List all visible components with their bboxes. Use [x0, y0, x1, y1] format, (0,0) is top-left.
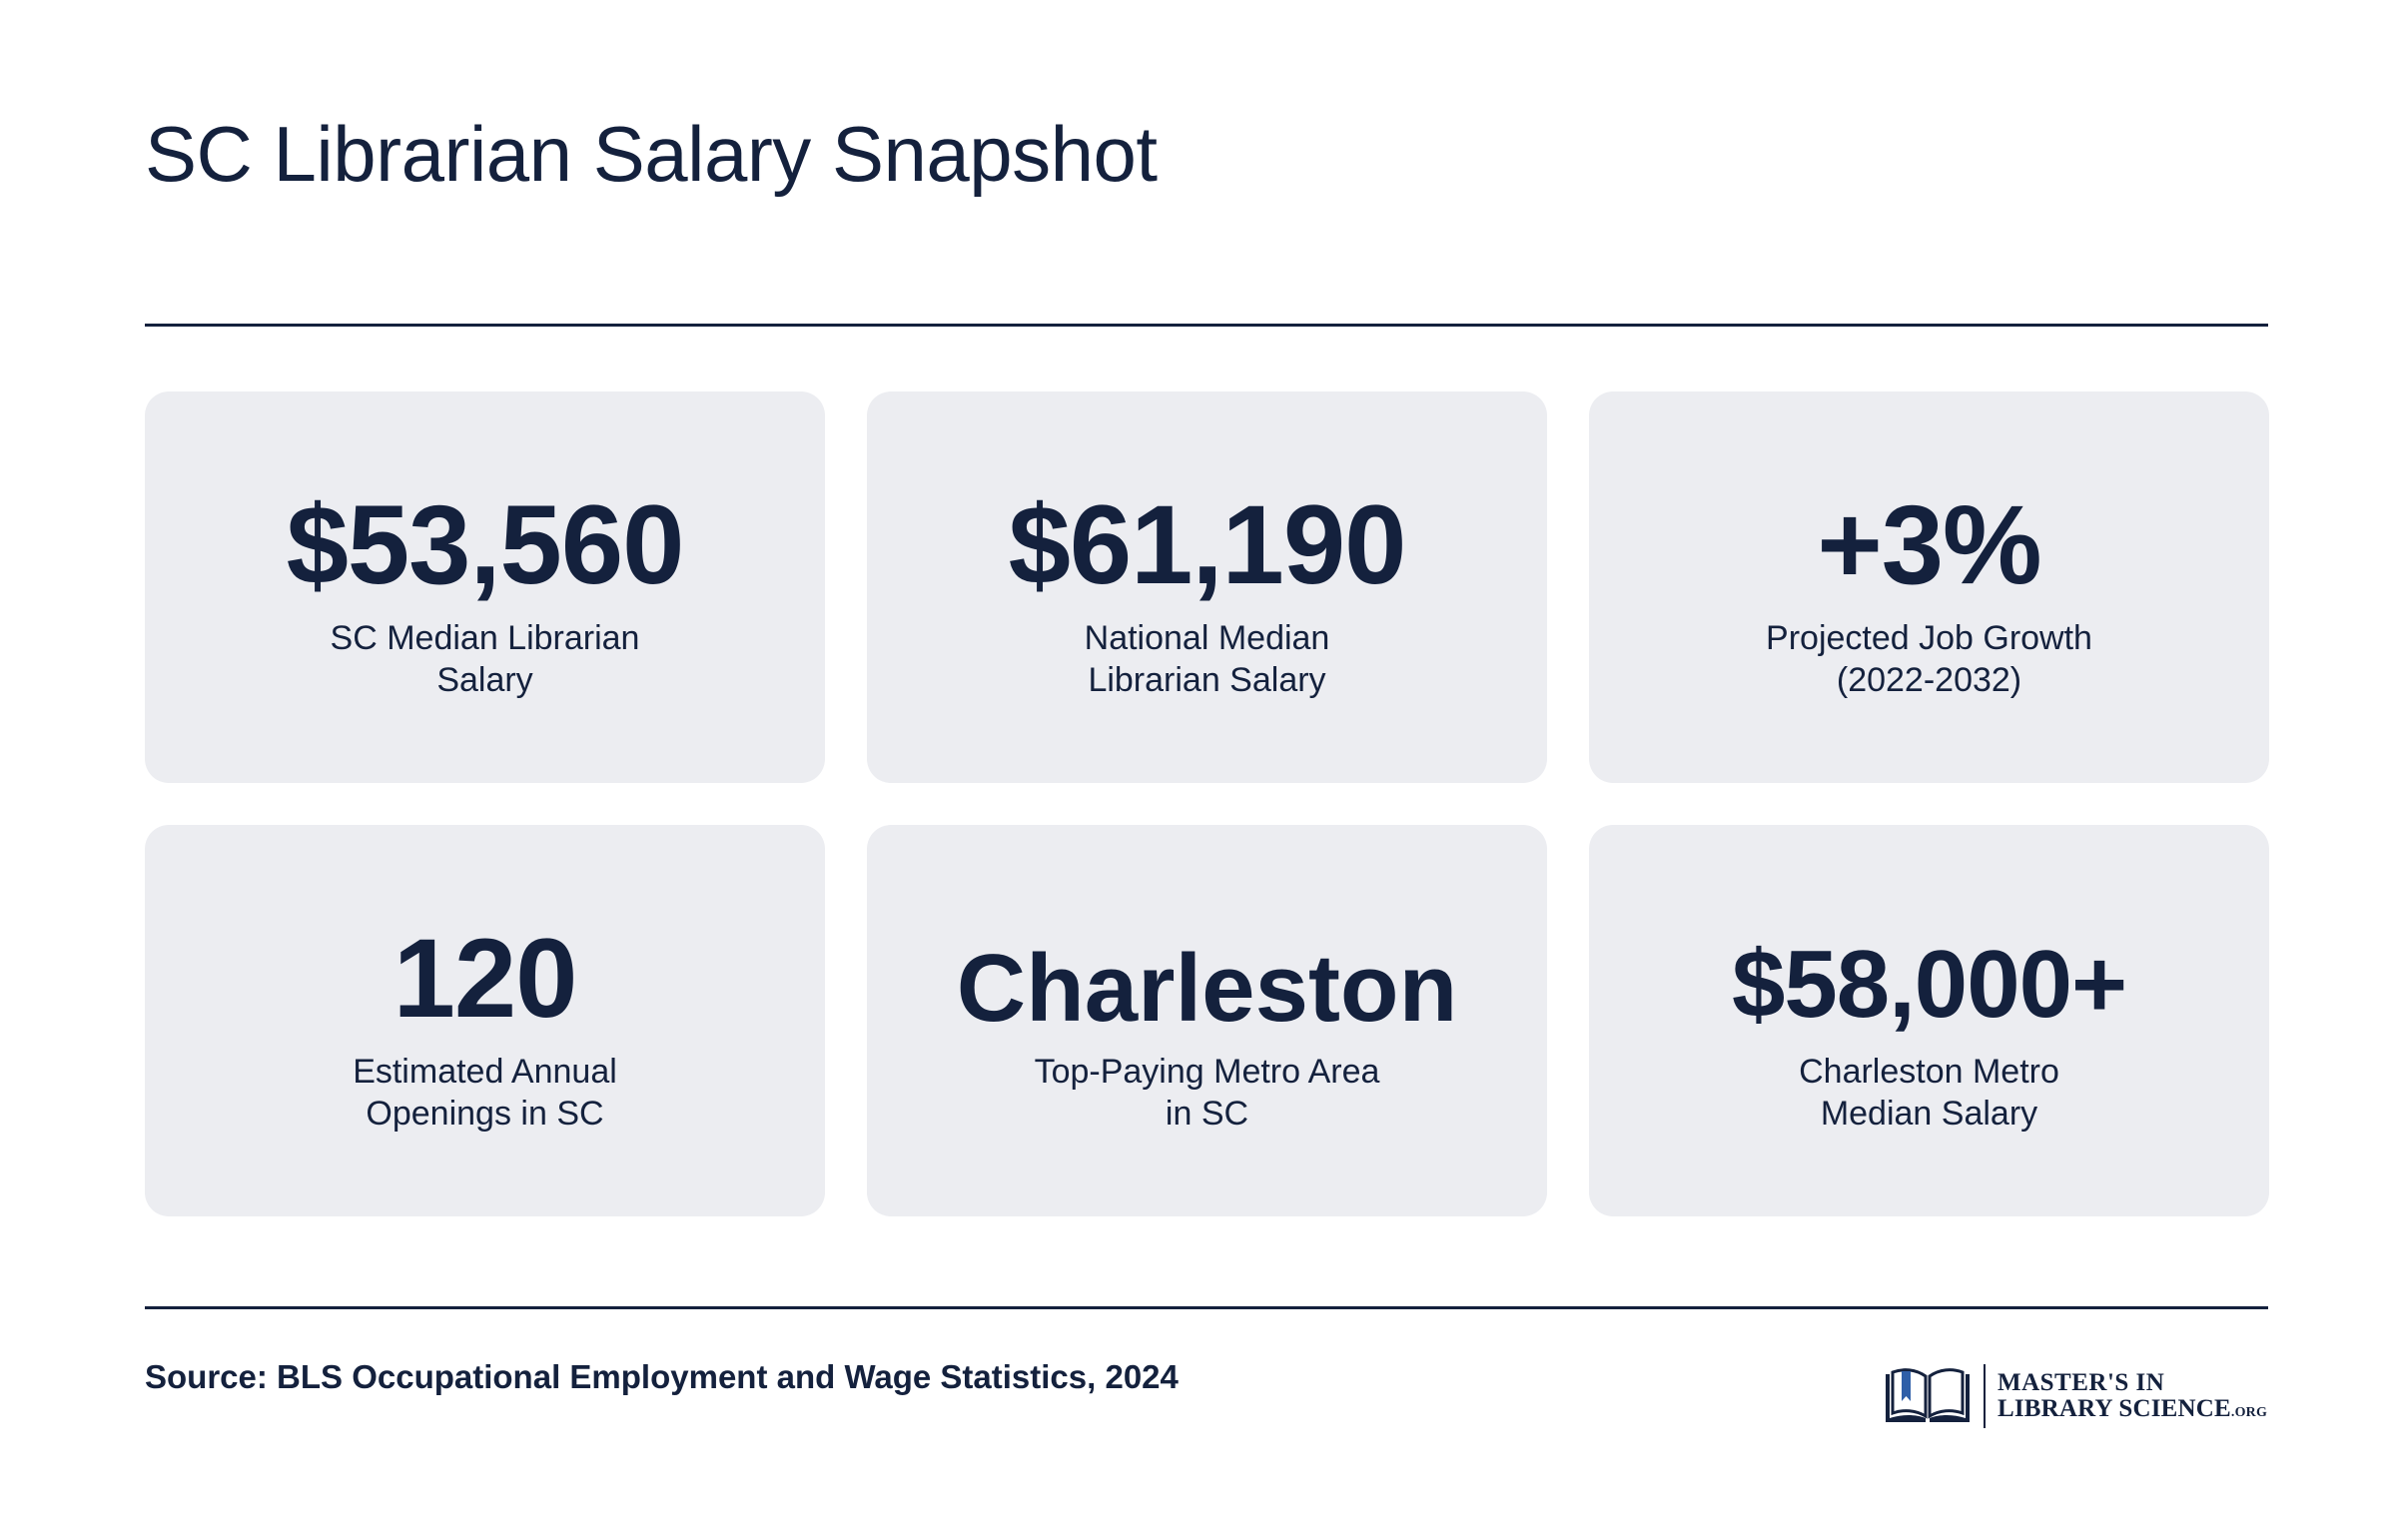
stat-label-line: Librarian Salary: [1088, 661, 1326, 699]
stat-label-line: (2022-2032): [1836, 661, 2022, 699]
stat-label-line: in SC: [1165, 1095, 1249, 1133]
stat-label: National Median Librarian Salary: [867, 617, 1547, 701]
logo-line-1: MASTER'S IN: [1998, 1368, 2165, 1396]
stat-card-sc-median: $53,560 SC Median Librarian Salary: [145, 391, 825, 783]
stat-label-line: Estimated Annual: [353, 1053, 617, 1091]
source-citation: Source: BLS Occupational Employment and …: [145, 1358, 1179, 1395]
stat-label: Top-Paying Metro Area in SC: [867, 1051, 1547, 1135]
logo-line-2: LIBRARY SCIENCE.ORG: [1998, 1395, 2268, 1422]
stat-card-national-median: $61,190 National Median Librarian Salary: [867, 391, 1547, 783]
stat-card-top-metro: Charleston Top-Paying Metro Area in SC: [867, 825, 1547, 1216]
stat-card-annual-openings: 120 Estimated Annual Openings in SC: [145, 825, 825, 1216]
logo-divider: [1984, 1364, 1986, 1428]
stat-card-charleston-median: $58,000+ Charleston Metro Median Salary: [1589, 825, 2269, 1216]
stat-label-line: Top-Paying Metro Area: [1034, 1053, 1380, 1091]
logo-wordmark: MASTER'S IN LIBRARY SCIENCE.ORG: [1998, 1368, 2268, 1423]
stat-label: Estimated Annual Openings in SC: [145, 1051, 825, 1135]
stat-label: Charleston Metro Median Salary: [1589, 1051, 2269, 1135]
stat-value: $58,000+: [1731, 931, 2127, 1038]
stat-grid: $53,560 SC Median Librarian Salary $61,1…: [145, 391, 2269, 1216]
stat-label: SC Median Librarian Salary: [145, 617, 825, 701]
stat-value: $61,190: [1008, 482, 1407, 607]
stat-card-job-growth: +3% Projected Job Growth (2022-2032): [1589, 391, 2269, 783]
stat-label-line: SC Median Librarian: [330, 619, 640, 657]
logo-tld: .ORG: [2230, 1405, 2268, 1420]
stat-label-line: Charleston Metro: [1799, 1053, 2059, 1091]
stat-value: Charleston: [956, 935, 1458, 1042]
stat-label-line: Median Salary: [1820, 1095, 2038, 1133]
stat-value: 120: [393, 916, 578, 1041]
logo-line-2-text: LIBRARY SCIENCE: [1998, 1395, 2231, 1422]
stat-label-line: Openings in SC: [366, 1095, 604, 1133]
stat-label-line: Salary: [436, 661, 533, 699]
brand-logo: MASTER'S IN LIBRARY SCIENCE.ORG: [1882, 1356, 2271, 1436]
stat-label-line: Projected Job Growth: [1766, 619, 2092, 657]
stat-value: +3%: [1817, 482, 2041, 607]
footer-divider: [145, 1306, 2268, 1309]
page-title: SC Librarian Salary Snapshot: [145, 110, 1158, 198]
header-divider: [145, 324, 2268, 327]
stat-label: Projected Job Growth (2022-2032): [1589, 617, 2269, 701]
open-book-icon: [1886, 1368, 1970, 1422]
stat-label-line: National Median: [1084, 619, 1330, 657]
stat-value: $53,560: [286, 482, 685, 607]
